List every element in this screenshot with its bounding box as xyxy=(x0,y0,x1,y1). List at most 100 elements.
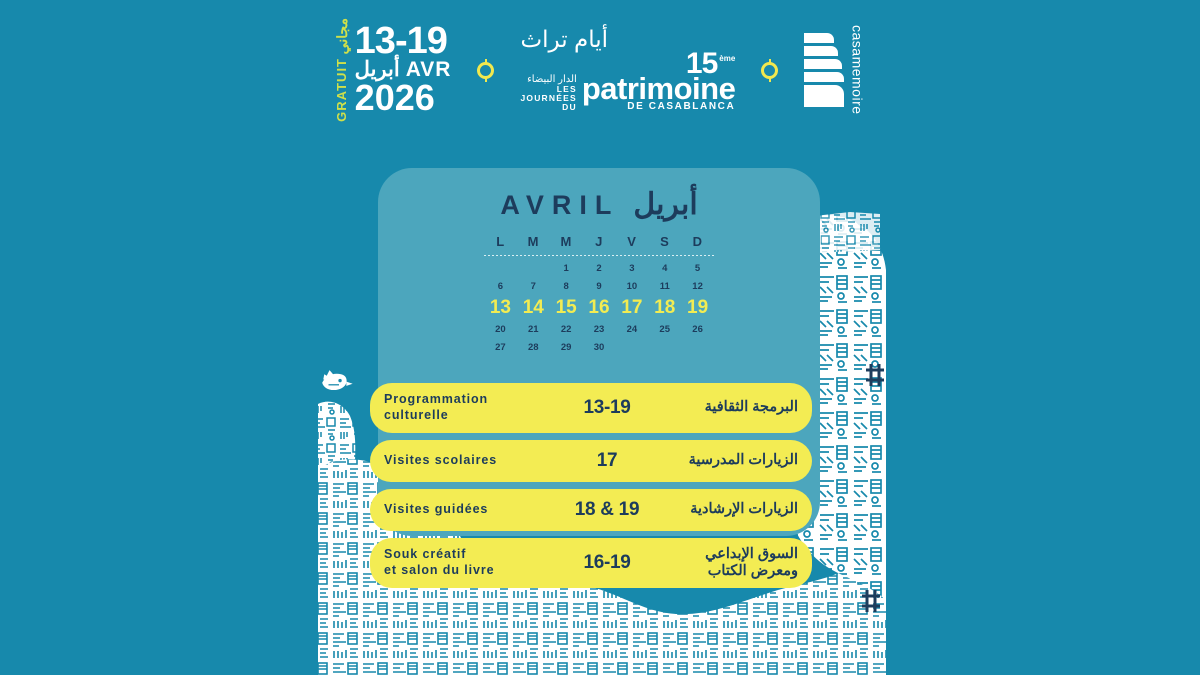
festival-logo-de-casablanca: DE CASABLANCA xyxy=(627,101,736,113)
calendar-day-highlighted[interactable]: 19 xyxy=(687,297,709,318)
calendar-day[interactable]: 20 xyxy=(495,324,506,335)
date-month-ar: أبريل xyxy=(354,58,400,82)
event-label-fr: Programmation culturelle xyxy=(384,392,489,422)
calendar-day[interactable]: 12 xyxy=(692,281,703,292)
ring-ornament-icon-right xyxy=(761,58,779,82)
event-label-ar: الزيارات الإرشادية xyxy=(690,501,798,518)
event-label-fr: Souk créatif et salon du livre xyxy=(384,547,495,577)
event-dates: 13-19 xyxy=(583,397,631,418)
month-title-fr: AVRIL xyxy=(500,190,620,220)
calendar-day-highlighted[interactable]: 16 xyxy=(588,297,610,318)
calendar-day-highlighted[interactable]: 14 xyxy=(522,297,544,318)
calendar-week-row: 27 28 29 30 xyxy=(484,339,714,357)
calendar-day[interactable]: 24 xyxy=(626,324,638,335)
weekday-header: J xyxy=(595,234,603,249)
event-label-fr: Visites scolaires xyxy=(384,453,498,468)
free-admission-label: GRATUIT مجاني xyxy=(334,18,350,121)
weekday-header: M xyxy=(527,234,539,249)
gratuit-ar-text: مجاني xyxy=(333,18,350,55)
event-row-programmation-culturelle[interactable]: Programmation culturelle 13-19 البرمجة ا… xyxy=(370,383,812,433)
date-month-fr: AVR xyxy=(405,58,452,82)
ring-ornament-icon-left xyxy=(477,58,495,82)
calendar-day[interactable]: 10 xyxy=(626,281,638,292)
casamemoire-logo[interactable]: casamemoire xyxy=(804,25,866,115)
festival-edition-number: 15 xyxy=(685,46,718,80)
calendar-day[interactable]: 29 xyxy=(560,342,572,353)
festival-edition-suffix: ème xyxy=(719,53,736,63)
festival-logo-du: DU xyxy=(562,102,577,113)
date-days: 13-19 xyxy=(354,20,448,63)
weekday-header: M xyxy=(560,234,572,249)
weekday-header: V xyxy=(627,234,637,249)
calendar-day[interactable]: 27 xyxy=(495,342,506,353)
building-stack-icon xyxy=(804,31,845,109)
calendar-day[interactable] xyxy=(615,339,648,357)
calendar-day-highlighted[interactable]: 18 xyxy=(654,297,676,318)
event-label-ar: الزيارات المدرسية xyxy=(688,452,798,469)
calendar-week-row: 20 21 22 23 24 25 26 xyxy=(484,321,714,339)
date-month: أبريل AVR xyxy=(355,59,452,81)
event-dates: 18 & 19 xyxy=(574,499,640,520)
calendar-day[interactable] xyxy=(681,339,714,357)
festival-edition: 15 ème xyxy=(685,46,736,80)
event-row-visites-scolaires[interactable]: Visites scolaires 17 الزيارات المدرسية xyxy=(370,440,812,482)
calendar-day[interactable]: 28 xyxy=(527,342,539,353)
festival-logo-journees: JOURNÉES xyxy=(520,93,577,104)
event-dates: 16-19 xyxy=(583,552,631,573)
festival-logo-les: LES xyxy=(556,84,577,95)
calendar-grid: L M M J V S D 1 2 3 4 5 6 7 8 xyxy=(484,234,714,357)
calendar-day[interactable] xyxy=(517,260,550,278)
date-lines: 13-19 أبريل AVR 2026 xyxy=(354,20,452,119)
festival-logo-arabic-title: أيام تراث xyxy=(520,25,609,52)
date-year: 2026 xyxy=(354,77,435,119)
calendar-day[interactable]: 5 xyxy=(694,263,701,274)
calendar-week-row: 1 2 3 4 5 xyxy=(484,260,714,278)
event-row-souk-creatif[interactable]: Souk créatif et salon du livre 16-19 الس… xyxy=(370,538,812,588)
calendar-day[interactable]: 6 xyxy=(497,281,504,292)
calendar-week-row: 6 7 8 9 10 11 12 xyxy=(484,278,714,296)
calendar-day[interactable]: 4 xyxy=(662,263,668,274)
festival-logo-right: 15 ème patrimoine DE CASABLANCA xyxy=(581,46,736,113)
event-list: Programmation culturelle 13-19 البرمجة ا… xyxy=(370,383,812,595)
calendar-day-highlighted[interactable]: 13 xyxy=(489,297,511,318)
calendar-day[interactable]: 3 xyxy=(629,263,635,274)
weekday-header: S xyxy=(660,234,670,249)
festival-logo: أيام تراث الدار البيضاء LES JOURNÉES DU … xyxy=(520,25,736,113)
calendar-day[interactable]: 22 xyxy=(560,324,572,335)
festival-logo-row: الدار البيضاء LES JOURNÉES DU 15 ème pat… xyxy=(520,46,736,113)
hash-marks xyxy=(862,364,884,612)
calendar-day[interactable]: 11 xyxy=(659,281,670,292)
calendar-day[interactable]: 30 xyxy=(593,342,605,353)
calendar-day[interactable]: 7 xyxy=(530,281,536,292)
calendar-day[interactable]: 8 xyxy=(563,281,569,292)
calendar-day-highlighted[interactable]: 15 xyxy=(555,297,577,318)
calendar-day[interactable]: 25 xyxy=(659,324,670,335)
weekday-header: L xyxy=(496,234,505,249)
casamemoire-wordmark: casamemoire xyxy=(849,25,866,115)
weekday-header: D xyxy=(692,234,703,249)
calendar-weekday-headers: L M M J V S D xyxy=(484,234,714,249)
seagull-icon xyxy=(322,370,353,391)
calendar-day[interactable]: 9 xyxy=(596,281,602,292)
card-month-title: AVRIL أبريل xyxy=(378,168,820,220)
event-row-visites-guidees[interactable]: Visites guidées 18 & 19 الزيارات الإرشاد… xyxy=(370,489,812,531)
calendar-divider xyxy=(484,255,714,256)
festival-logo-patrimoine: patrimoine xyxy=(581,70,736,106)
poster-header: GRATUIT مجاني 13-19 أبريل AVR 2026 أيام … xyxy=(0,0,1200,140)
calendar-day[interactable]: 23 xyxy=(593,324,605,335)
calendar-day[interactable]: 21 xyxy=(527,324,539,335)
date-badge: GRATUIT مجاني 13-19 أبريل AVR 2026 xyxy=(334,18,452,121)
calendar-day[interactable] xyxy=(484,260,517,278)
event-label-fr: Visites guidées xyxy=(384,502,489,517)
gratuit-fr-text: GRATUIT xyxy=(334,57,350,122)
calendar-day[interactable]: 1 xyxy=(563,263,569,274)
calendar-day[interactable]: 26 xyxy=(692,324,703,335)
month-title-ar: أبريل xyxy=(633,188,698,221)
event-label-ar: البرمجة الثقافية xyxy=(704,399,798,416)
calendar-card: AVRIL أبريل L M M J V S D 1 2 3 4 5 xyxy=(370,168,820,588)
calendar-day[interactable]: 2 xyxy=(596,263,602,274)
calendar-day-highlighted[interactable]: 17 xyxy=(621,297,643,318)
calendar-day[interactable] xyxy=(648,339,681,357)
event-label-ar: السوق الإبداعي ومعرض الكتاب xyxy=(705,545,798,579)
